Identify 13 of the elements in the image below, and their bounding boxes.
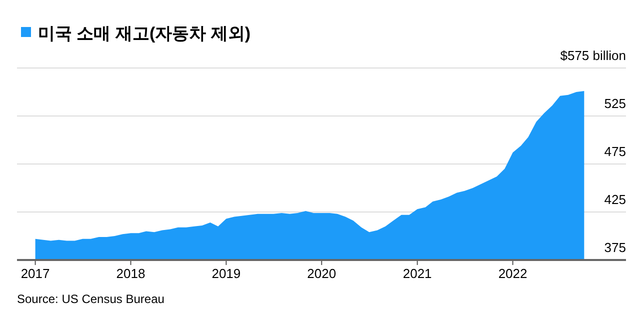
source-note: Source: US Census Bureau — [17, 292, 164, 306]
x-tick-label: 2022 — [498, 266, 528, 281]
x-tick-label: 2019 — [212, 266, 241, 281]
y-tick-label: 375 — [604, 240, 626, 255]
y-tick-label: $575 billion — [560, 48, 626, 63]
y-tick-label: 525 — [604, 96, 626, 111]
y-tick-label: 475 — [604, 144, 626, 159]
legend-label: 미국 소매 재고(자동차 제외) — [38, 24, 250, 43]
x-tick-label: 2020 — [307, 266, 336, 281]
x-tick-label: 2017 — [20, 266, 50, 281]
x-tick-label: 2021 — [402, 266, 432, 281]
x-tick-label: 2018 — [116, 266, 146, 281]
y-tick-label: 425 — [604, 192, 626, 207]
